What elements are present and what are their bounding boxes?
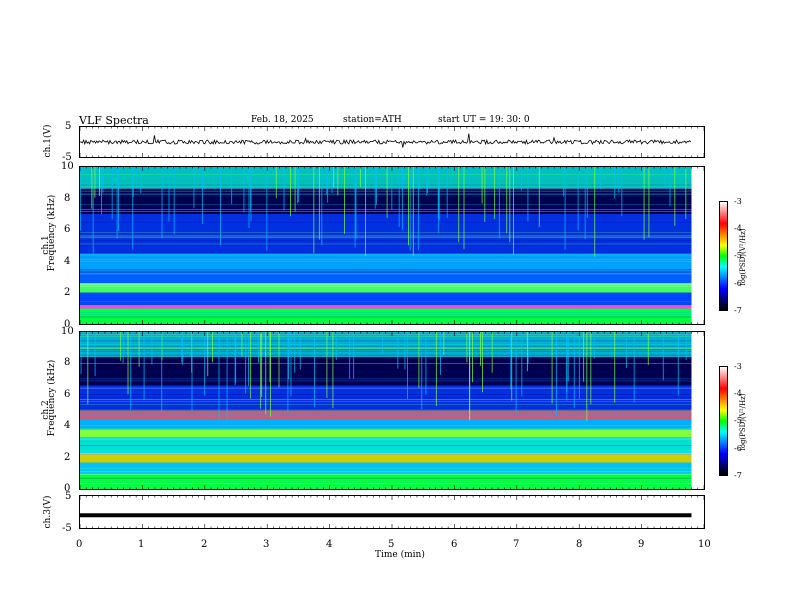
ch2-spec-ytick-6: 6 bbox=[64, 389, 71, 400]
ch1-colorbar bbox=[719, 201, 728, 311]
ch1-spec-ytick-2: 2 bbox=[64, 287, 71, 298]
ch2-colorbar-tick-3: -3 bbox=[734, 362, 742, 371]
chart-title: VLF Spectra bbox=[79, 114, 149, 127]
xtick-10: 10 bbox=[698, 539, 711, 550]
ch3-wave-ylabel: ch.3(V) bbox=[43, 495, 53, 529]
ch2-colorbar-label: log(PSD)(V²/Hz) bbox=[739, 393, 747, 451]
ch1-waveform-trace bbox=[79, 133, 692, 148]
x-axis-label: Time (min) bbox=[375, 550, 425, 560]
ch1-wave-ylabel: ch.1(V) bbox=[43, 124, 53, 158]
ch3-wave-ytick-bottom: -5 bbox=[62, 523, 72, 534]
ch2-spec-ytick-2: 2 bbox=[64, 452, 71, 463]
station-label: station=ATH bbox=[343, 115, 402, 125]
ch1-spec-ytick-10: 10 bbox=[61, 161, 74, 172]
ch2-colorbar-tick-5: -5 bbox=[734, 416, 742, 425]
xtick-4: 4 bbox=[326, 539, 333, 550]
xtick-7: 7 bbox=[513, 539, 520, 550]
ch2-spec-ytick-10: 10 bbox=[61, 326, 74, 337]
ch1-colorbar-label: log(PSD)(V²/Hz) bbox=[739, 228, 747, 286]
xtick-1: 1 bbox=[138, 539, 145, 550]
ch2-colorbar bbox=[719, 366, 728, 476]
ch2-colorbar-tick-7: -7 bbox=[734, 471, 742, 480]
ch1-spec-ytick-0: 0 bbox=[64, 319, 71, 330]
ch1-colorbar-tick-7: -7 bbox=[734, 306, 742, 315]
ch1-wave-ytick-top: 5 bbox=[65, 121, 72, 132]
ch2-colorbar-tick-6: -6 bbox=[734, 444, 742, 453]
xtick-9: 9 bbox=[638, 539, 645, 550]
ch1-spec-ytick-4: 4 bbox=[64, 256, 71, 267]
ch1-colorbar-tick-6: -6 bbox=[734, 279, 742, 288]
date-label: Feb. 18, 2025 bbox=[251, 115, 314, 125]
ch2-spec-ytick-4: 4 bbox=[64, 420, 71, 431]
xtick-0: 0 bbox=[76, 539, 83, 550]
ch1-spec-ylabel-frequency: Frequency (kHz) bbox=[47, 194, 57, 272]
ch1-spec-ytick-6: 6 bbox=[64, 224, 71, 235]
ch2-spec-ytick-0: 0 bbox=[64, 483, 71, 494]
no-data-region bbox=[691, 332, 704, 489]
xtick-8: 8 bbox=[576, 539, 583, 550]
ch1-colorbar-tick-4: -4 bbox=[734, 224, 742, 233]
xtick-3: 3 bbox=[263, 539, 270, 550]
ch1-colorbar-tick-3: -3 bbox=[734, 197, 742, 206]
start-time-label: start UT = 19: 30: 0 bbox=[438, 115, 530, 125]
xtick-2: 2 bbox=[201, 539, 208, 550]
ch2-colorbar-tick-4: -4 bbox=[734, 389, 742, 398]
ch1-colorbar-tick-5: -5 bbox=[734, 251, 742, 260]
no-data-region bbox=[691, 167, 704, 324]
ch2-spec-ylabel-frequency: Frequency (kHz) bbox=[47, 359, 57, 437]
ch1-spec-ytick-8: 8 bbox=[64, 193, 71, 204]
ch1-wave-ytick-bottom: -5 bbox=[62, 152, 72, 163]
ch3-wave-ytick-top: 5 bbox=[65, 491, 72, 502]
ch2-spec-ytick-8: 8 bbox=[64, 357, 71, 368]
xtick-5: 5 bbox=[388, 539, 395, 550]
xtick-6: 6 bbox=[451, 539, 458, 550]
